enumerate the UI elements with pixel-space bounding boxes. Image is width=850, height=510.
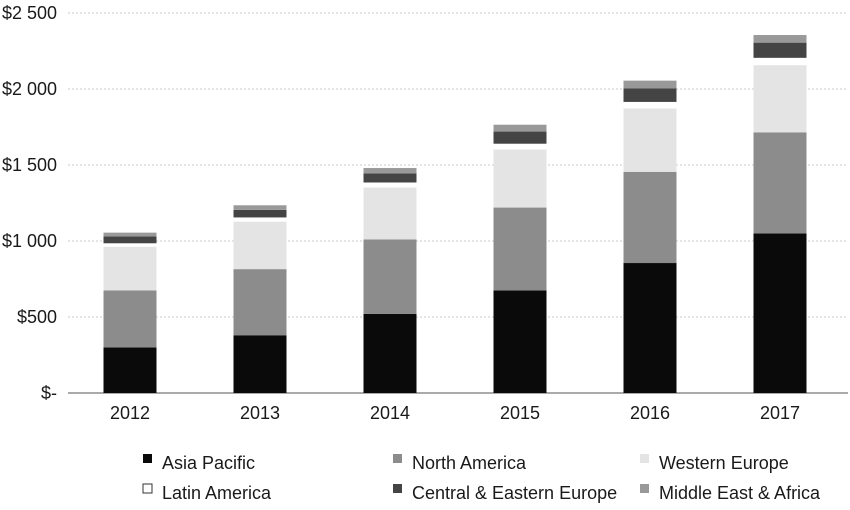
x-tick-label: 2016 bbox=[630, 403, 670, 423]
bar-segment-asia-pacific-2012 bbox=[103, 347, 157, 393]
bar-segment-latin-america-2013 bbox=[233, 216, 287, 222]
legend-label: Asia Pacific bbox=[162, 453, 255, 473]
bar-segment-western-europe-2017 bbox=[753, 64, 807, 133]
bar-segment-central-eastern-europe-2014 bbox=[363, 173, 417, 183]
bar-segment-central-eastern-europe-2012 bbox=[103, 236, 157, 244]
bars bbox=[103, 35, 807, 393]
y-tick-label: $500 bbox=[17, 307, 57, 327]
bar-segment-asia-pacific-2016 bbox=[623, 263, 677, 393]
legend-swatch bbox=[640, 454, 649, 463]
x-tick-label: 2017 bbox=[760, 403, 800, 423]
legend-label: Latin America bbox=[162, 483, 272, 503]
bar-segment-western-europe-2013 bbox=[233, 221, 287, 270]
x-tick-label: 2014 bbox=[370, 403, 410, 423]
bar-segment-north-america-2014 bbox=[363, 239, 417, 314]
bar-segment-central-eastern-europe-2015 bbox=[493, 131, 547, 144]
bar-segment-latin-america-2017 bbox=[753, 57, 807, 66]
bar-segment-middle-east-africa-2014 bbox=[363, 168, 417, 174]
bar-segment-asia-pacific-2015 bbox=[493, 290, 547, 393]
x-axis: 2012 2013 2014 2015 2016 2017 bbox=[110, 403, 800, 423]
legend-label: Western Europe bbox=[659, 453, 789, 473]
bar-segment-asia-pacific-2013 bbox=[233, 335, 287, 393]
y-tick-label: $2 500 bbox=[2, 3, 57, 23]
bar-segment-north-america-2012 bbox=[103, 290, 157, 348]
bar-segment-middle-east-africa-2017 bbox=[753, 35, 807, 43]
legend-swatch bbox=[143, 454, 152, 463]
legend-label: North America bbox=[412, 453, 527, 473]
legend-swatch bbox=[142, 483, 153, 494]
bar-segment-central-eastern-europe-2013 bbox=[233, 209, 287, 218]
gridlines bbox=[68, 12, 848, 318]
x-tick-label: 2015 bbox=[500, 403, 540, 423]
bar-segment-asia-pacific-2017 bbox=[753, 233, 807, 393]
bar-segment-asia-pacific-2014 bbox=[363, 313, 417, 393]
bar-segment-central-eastern-europe-2017 bbox=[753, 42, 807, 58]
bar-segment-north-america-2013 bbox=[233, 269, 287, 336]
y-tick-label: $- bbox=[41, 383, 57, 403]
bar-segment-middle-east-africa-2016 bbox=[623, 80, 677, 89]
bar-segment-middle-east-africa-2012 bbox=[103, 232, 157, 237]
x-tick-label: 2012 bbox=[110, 403, 150, 423]
bar-segment-north-america-2016 bbox=[623, 171, 677, 264]
bar-segment-middle-east-africa-2015 bbox=[493, 124, 547, 132]
bar-segment-central-eastern-europe-2016 bbox=[623, 88, 677, 102]
y-tick-label: $2 000 bbox=[2, 79, 57, 99]
bar-segment-western-europe-2014 bbox=[363, 187, 417, 240]
bar-segment-western-europe-2012 bbox=[103, 246, 157, 291]
legend-swatch bbox=[393, 484, 402, 493]
legend-label: Central & Eastern Europe bbox=[412, 483, 617, 503]
bar-segment-western-europe-2015 bbox=[493, 149, 547, 208]
bar-segment-western-europe-2016 bbox=[623, 108, 677, 172]
y-tick-label: $1 000 bbox=[2, 231, 57, 251]
bar-segment-north-america-2017 bbox=[753, 132, 807, 234]
legend: Asia Pacific North America Western Europe L… bbox=[142, 453, 821, 503]
y-tick-label: $1 500 bbox=[2, 155, 57, 175]
legend-swatch bbox=[393, 454, 402, 463]
y-axis: $- $500 $1 000 $1 500 $2 000 $2 500 bbox=[2, 3, 848, 403]
bar-segment-latin-america-2016 bbox=[623, 101, 677, 109]
x-tick-label: 2013 bbox=[240, 403, 280, 423]
legend-label: Middle East & Africa bbox=[659, 483, 821, 503]
bar-segment-latin-america-2012 bbox=[103, 242, 157, 247]
bar-segment-north-america-2015 bbox=[493, 207, 547, 291]
bar-segment-latin-america-2015 bbox=[493, 143, 547, 150]
bar-segment-middle-east-africa-2013 bbox=[233, 205, 287, 210]
legend-swatch bbox=[640, 484, 649, 493]
bar-segment-latin-america-2014 bbox=[363, 181, 417, 188]
